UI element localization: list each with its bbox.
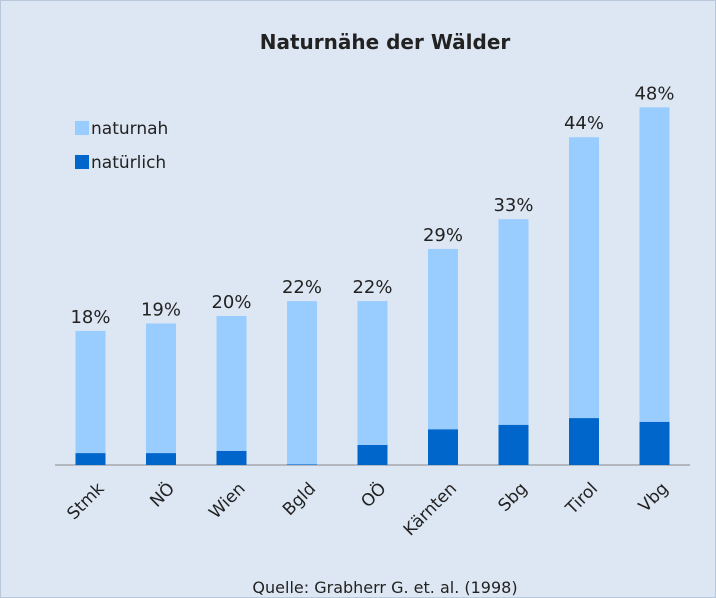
bar-segment xyxy=(287,464,317,465)
total-label: 48% xyxy=(634,83,674,104)
total-label: 44% xyxy=(564,113,604,134)
bar-segment xyxy=(287,301,317,465)
bar-segment xyxy=(428,429,458,465)
legend-label: natürlich xyxy=(91,153,166,173)
bar-segment xyxy=(569,137,599,419)
bar-segment xyxy=(639,421,670,465)
legend-swatch xyxy=(75,155,89,169)
total-label: 29% xyxy=(423,225,463,246)
bar-segment xyxy=(75,453,106,465)
bar-segment xyxy=(357,444,388,465)
total-label: 22% xyxy=(282,277,322,298)
chart-title: Naturnähe der Wälder xyxy=(260,30,511,54)
total-label: 20% xyxy=(211,292,251,313)
bar-segment xyxy=(569,418,599,465)
bar-segment xyxy=(498,219,529,425)
total-label: 33% xyxy=(493,195,533,216)
legend-label: naturnah xyxy=(91,119,168,139)
bar-segment xyxy=(639,107,670,422)
bar-segment xyxy=(216,316,247,451)
bar-segment xyxy=(146,323,176,454)
total-label: 18% xyxy=(70,307,110,328)
bar-segment xyxy=(146,453,176,465)
bar-segment xyxy=(75,330,106,454)
bar-segment xyxy=(357,301,388,445)
bar-segment xyxy=(498,424,529,465)
total-label: 22% xyxy=(352,277,392,298)
legend-swatch xyxy=(75,121,89,135)
source: Quelle: Grabherr G. et. al. (1998) xyxy=(252,578,517,597)
bar-segment xyxy=(216,450,247,465)
bar-segment xyxy=(428,248,458,430)
total-label: 19% xyxy=(141,299,181,320)
